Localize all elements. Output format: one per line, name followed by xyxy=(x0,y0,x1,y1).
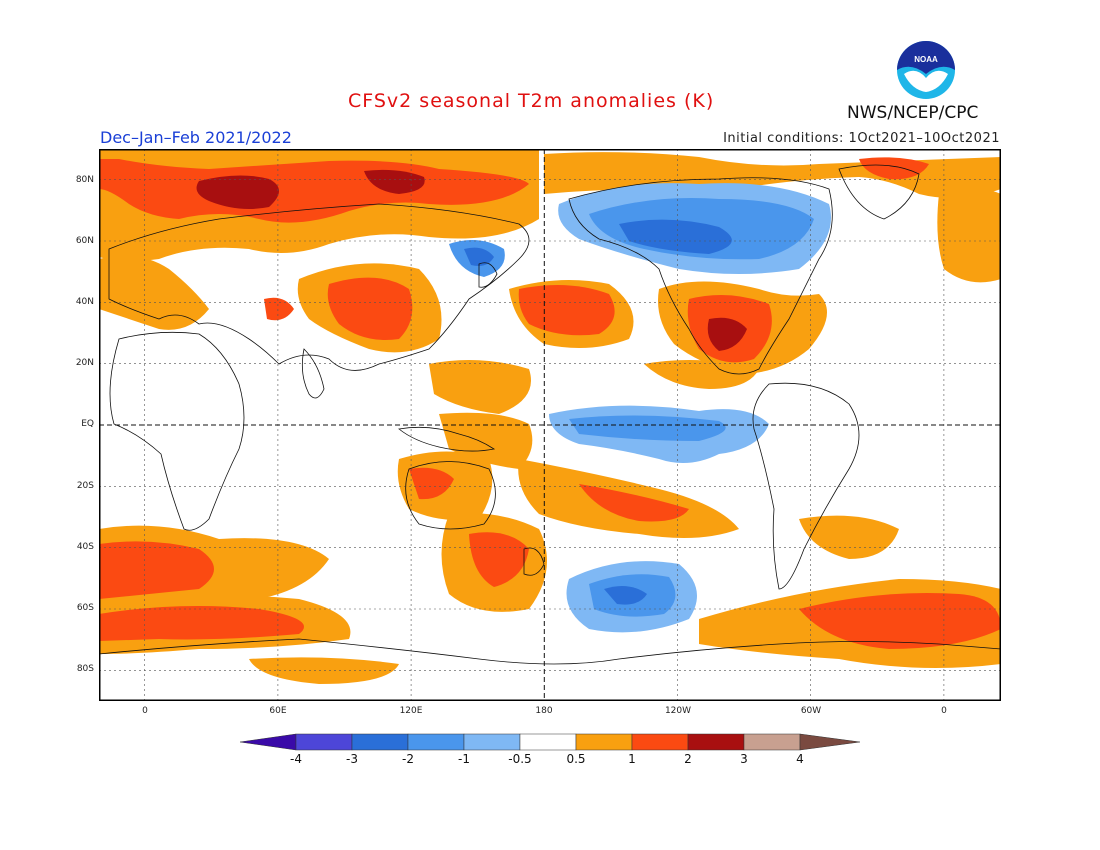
legend-label: -0.5 xyxy=(508,752,532,766)
warm-region xyxy=(409,467,454,500)
legend-swatch xyxy=(463,733,521,751)
warm-region xyxy=(429,360,531,414)
africa-coast xyxy=(109,331,245,531)
legend-swatch xyxy=(575,733,633,751)
north-america-coast xyxy=(568,177,833,375)
legend-label: -4 xyxy=(290,752,302,766)
anomaly-map xyxy=(99,149,1001,701)
warm-region xyxy=(249,657,399,684)
warm-region xyxy=(859,157,929,180)
map-frame xyxy=(99,149,1001,701)
color-legend xyxy=(240,733,861,751)
forecast-period: Dec–Jan–Feb 2021/2022 xyxy=(100,128,292,147)
legend-swatch xyxy=(631,733,689,751)
legend-swatch xyxy=(295,733,353,751)
lon-label: 0 xyxy=(941,706,947,716)
map-title: CFSv2 seasonal T2m anomalies (K) xyxy=(348,90,715,112)
legend-label: 0.5 xyxy=(566,752,586,766)
lon-label: 60W xyxy=(800,706,822,716)
greenland-coast xyxy=(838,164,920,220)
legend-swatch xyxy=(240,733,297,751)
lon-label: 120W xyxy=(664,706,692,716)
cold-region xyxy=(464,247,494,266)
warm-region xyxy=(644,360,759,389)
lon-label: 180 xyxy=(535,706,553,716)
anomaly-fields xyxy=(99,149,1001,684)
legend-label: 3 xyxy=(740,752,748,766)
noaa-logo-icon: NOAA xyxy=(897,41,955,99)
australia-coast xyxy=(405,461,496,530)
warm-region xyxy=(99,159,529,223)
logo-text: NOAA xyxy=(914,55,938,64)
warm-region xyxy=(799,515,899,559)
warm-region xyxy=(196,175,279,209)
legend-label: 1 xyxy=(628,752,636,766)
japan-coast xyxy=(478,262,498,288)
legend-swatch xyxy=(407,733,465,751)
lat-label: 80N xyxy=(75,175,94,185)
cold-region xyxy=(604,585,647,605)
legend-label: -2 xyxy=(402,752,414,766)
india-coast xyxy=(301,348,325,399)
lat-label: 20S xyxy=(76,481,94,491)
legend-swatch xyxy=(799,733,861,751)
lat-label: 60S xyxy=(76,603,94,613)
antarctica-coast xyxy=(99,638,1001,665)
warm-region xyxy=(264,297,294,321)
warm-region xyxy=(579,484,689,522)
eurasia-coast xyxy=(108,203,530,371)
warm-region xyxy=(327,277,413,340)
legend-swatch xyxy=(519,733,577,751)
coastlines xyxy=(99,164,1001,665)
lat-label: 40N xyxy=(75,297,94,307)
lat-label: 20N xyxy=(75,358,94,368)
new-zealand-coast xyxy=(523,547,545,576)
lat-label: 60N xyxy=(75,236,94,246)
lon-label: 60E xyxy=(269,706,287,716)
lat-label: 40S xyxy=(76,542,94,552)
warm-region xyxy=(707,317,747,351)
legend-label: -3 xyxy=(346,752,358,766)
cold-region xyxy=(619,219,732,254)
initial-conditions: Initial conditions: 1Oct2021–10Oct2021 xyxy=(723,131,1000,146)
warm-region xyxy=(937,189,1001,283)
warm-region xyxy=(99,255,209,330)
warm-region xyxy=(99,605,304,641)
lat-label: 80S xyxy=(76,664,94,674)
agency-label: NWS/NCEP/CPC xyxy=(847,103,979,123)
warm-region xyxy=(99,541,214,599)
warm-region xyxy=(799,593,1001,649)
legend-swatch xyxy=(743,733,801,751)
indonesia-coast xyxy=(398,426,496,452)
legend-label: 4 xyxy=(796,752,804,766)
south-america-coast xyxy=(752,382,860,590)
legend-label: 2 xyxy=(684,752,692,766)
warm-region xyxy=(364,169,425,194)
lon-label: 120E xyxy=(399,706,423,716)
warm-region xyxy=(518,285,615,336)
legend-label: -1 xyxy=(458,752,470,766)
lon-label: 0 xyxy=(142,706,148,716)
legend-swatch xyxy=(687,733,745,751)
cold-region xyxy=(569,415,726,441)
legend-swatch xyxy=(351,733,409,751)
warm-region xyxy=(469,532,529,587)
lat-label: EQ xyxy=(81,419,94,429)
